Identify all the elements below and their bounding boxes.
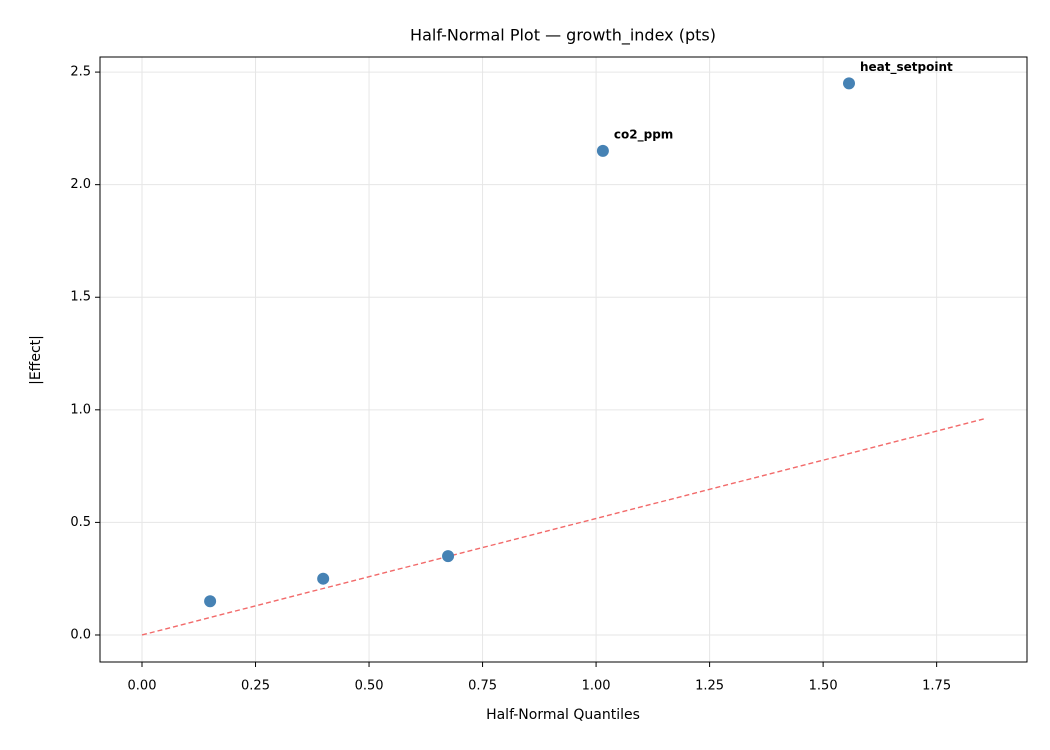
y-tick-label: 2.0 <box>70 177 91 192</box>
point <box>442 550 455 563</box>
chart-title: Half-Normal Plot — growth_index (pts) <box>410 26 716 46</box>
x-tick-label: 1.00 <box>582 679 611 694</box>
point-label: heat_setpoint <box>860 60 953 75</box>
reference-line <box>141 418 985 636</box>
point-label: co2_ppm <box>614 127 673 142</box>
y-axis-label: |Effect| <box>28 335 44 385</box>
y-tick-label: 1.5 <box>70 290 91 305</box>
x-tick-label: 0.25 <box>241 679 270 694</box>
y-tick-label: 0.5 <box>70 515 91 530</box>
plot-frame <box>99 56 1028 663</box>
point <box>317 572 330 585</box>
x-tick-label: 1.50 <box>809 679 838 694</box>
y-tick-label: 2.5 <box>70 65 91 80</box>
point <box>204 595 217 608</box>
x-tick-label: 0.00 <box>128 679 157 694</box>
x-tick-label: 0.50 <box>355 679 384 694</box>
y-tick-label: 1.0 <box>70 402 91 417</box>
x-tick-label: 0.75 <box>468 679 497 694</box>
x-axis-label: Half-Normal Quantiles <box>486 707 640 723</box>
x-tick-label: 1.75 <box>922 679 951 694</box>
y-tick-label: 0.0 <box>70 627 91 642</box>
point <box>596 144 609 157</box>
point <box>843 77 856 90</box>
x-tick-label: 1.25 <box>695 679 724 694</box>
